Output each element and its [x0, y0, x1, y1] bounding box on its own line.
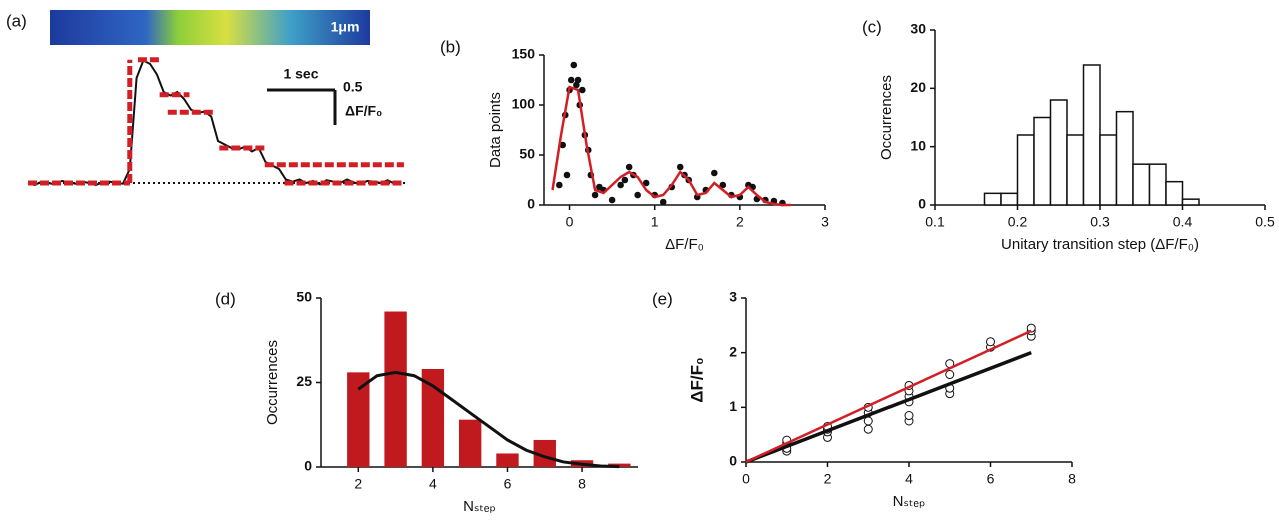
histogram-bar: [985, 193, 1002, 205]
histogram-bar: [1001, 193, 1018, 205]
histogram-bar: [1051, 100, 1068, 205]
point: [905, 412, 913, 420]
figure: 1μm 1 sec 0.5 ΔF/F₀ (a)(b)0123050100150Δ…: [0, 0, 1279, 525]
x-tick-label: 8: [1068, 471, 1076, 487]
point: [635, 192, 641, 198]
histogram-bar: [1133, 164, 1150, 205]
point: [557, 182, 563, 188]
x-tick-label: 0.3: [1090, 214, 1110, 230]
time-scale-label: 1 sec: [283, 66, 318, 82]
x-axis-label: ΔF/F₀: [665, 236, 704, 253]
point: [946, 371, 954, 379]
point: [622, 177, 628, 183]
x-tick-label: 0.4: [1173, 214, 1193, 230]
point: [575, 77, 581, 83]
y-tick-label: 0: [729, 453, 737, 469]
x-axis-label: Unitary transition step (ΔF/F₀): [1001, 236, 1199, 253]
histogram-bar: [1100, 135, 1117, 205]
x-axis-label: Nₛₜₑₚ: [463, 498, 496, 515]
point: [580, 87, 586, 93]
y-axis-label: Occurrences: [264, 340, 281, 425]
x-tick-label: 4: [429, 476, 437, 492]
point: [864, 425, 872, 433]
histogram-bar: [1034, 118, 1051, 206]
x-tick-label: 2: [354, 476, 362, 492]
bar: [384, 312, 406, 467]
x-tick-label: 2: [824, 471, 832, 487]
histogram-bar: [1067, 135, 1084, 205]
line: [746, 331, 1031, 462]
panel-label: (d): [215, 289, 236, 308]
point: [571, 62, 577, 68]
y-tick-label: 100: [512, 96, 536, 112]
histogram-bar: [1018, 135, 1035, 205]
panel-label: (c): [862, 17, 882, 36]
x-tick-label: 0.1: [925, 214, 945, 230]
line: [746, 353, 1031, 462]
x-tick-label: 4: [905, 471, 913, 487]
histogram-bar: [1183, 199, 1200, 205]
point: [618, 182, 624, 188]
x-tick-label: 6: [987, 471, 995, 487]
point: [864, 417, 872, 425]
point: [626, 164, 632, 170]
x-axis-label: Nₛₜₑₚ: [893, 493, 926, 510]
bar: [496, 453, 518, 467]
amp-scale-label: 0.5: [343, 79, 363, 95]
point: [677, 164, 683, 170]
bar: [422, 369, 444, 467]
y-tick-label: 2: [729, 343, 737, 359]
y-tick-label: 50: [296, 289, 312, 305]
histogram-bar: [1117, 112, 1134, 205]
y-tick-label: 150: [512, 46, 536, 62]
bar: [347, 372, 369, 467]
histogram-bar: [1150, 164, 1167, 205]
amp-unit-label: ΔF/F₀: [345, 103, 382, 119]
y-tick-label: 10: [910, 137, 926, 153]
y-tick-label: 1: [729, 398, 737, 414]
x-tick-label: 3: [821, 214, 829, 230]
y-tick-label: 25: [296, 373, 312, 389]
x-tick-label: 0.2: [1008, 214, 1028, 230]
y-tick-label: 20: [910, 79, 926, 95]
x-tick-label: 0.5: [1255, 214, 1275, 230]
y-axis-label: ΔF/F₀: [687, 357, 706, 402]
y-tick-label: 50: [519, 146, 535, 162]
x-tick-label: 0: [566, 214, 574, 230]
y-tick-label: 0: [527, 196, 535, 212]
y-tick-label: 0: [304, 458, 312, 474]
scale-label: 1μm: [331, 19, 360, 35]
y-axis-label: Occurrences: [878, 75, 895, 160]
panel-label: (a): [6, 11, 27, 30]
bar: [459, 420, 481, 467]
y-tick-label: 3: [729, 289, 737, 305]
x-tick-label: 0: [742, 471, 750, 487]
point: [712, 170, 718, 176]
y-tick-label: 0: [918, 196, 926, 212]
point: [609, 197, 615, 203]
histogram-bar: [1084, 65, 1101, 205]
x-tick-label: 8: [578, 476, 586, 492]
point: [987, 338, 995, 346]
x-tick-label: 1: [651, 214, 659, 230]
y-tick-label: 30: [910, 21, 926, 37]
point: [660, 199, 666, 205]
x-tick-label: 2: [736, 214, 744, 230]
histogram-bar: [1166, 182, 1183, 205]
panel-label: (e): [652, 289, 673, 308]
x-tick-label: 6: [504, 476, 512, 492]
point: [592, 192, 598, 198]
linescan-image: [50, 10, 370, 45]
point: [564, 172, 570, 178]
panel-label: (b): [440, 37, 461, 56]
point: [568, 77, 574, 83]
y-axis-label: Data points: [487, 92, 504, 168]
